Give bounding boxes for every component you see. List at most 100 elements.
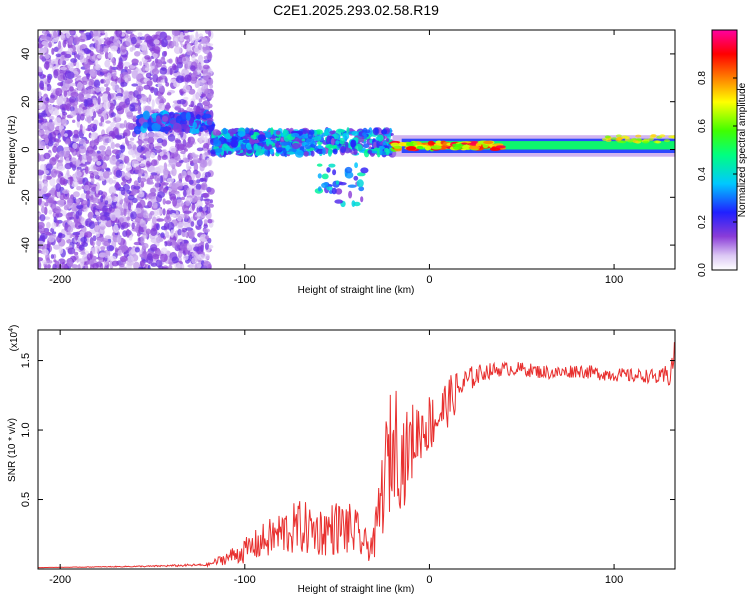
- noise-cell: [62, 189, 70, 194]
- noise-cell: [202, 207, 207, 212]
- signal-cell: [373, 141, 377, 149]
- signal-cell: [360, 167, 369, 174]
- noise-cell: [40, 164, 45, 171]
- noise-cell: [85, 139, 89, 144]
- noise-cell: [138, 191, 145, 198]
- signal-cell: [267, 140, 274, 145]
- noise-cell: [95, 185, 99, 194]
- noise-cell: [76, 114, 81, 122]
- noise-cell: [183, 57, 187, 62]
- noise-cell: [110, 45, 118, 52]
- noise-cell: [155, 236, 162, 244]
- noise-cell: [95, 231, 100, 238]
- noise-cell: [97, 201, 105, 205]
- noise-cell: [95, 204, 103, 209]
- noise-cell: [87, 88, 95, 95]
- noise-cell: [180, 150, 186, 155]
- noise-cell: [149, 142, 155, 151]
- noise-cell: [207, 219, 213, 224]
- noise-cell: [177, 229, 182, 236]
- noise-cell: [126, 260, 134, 266]
- noise-cell: [168, 264, 173, 269]
- noise-cell: [183, 96, 189, 101]
- noise-cell: [84, 184, 90, 192]
- noise-cell: [104, 252, 108, 259]
- noise-cell: [108, 136, 114, 144]
- noise-cell: [38, 66, 43, 74]
- noise-cell: [157, 191, 166, 198]
- noise-cell: [167, 221, 175, 231]
- noise-cell: [198, 98, 203, 103]
- signal-cell: [379, 147, 383, 156]
- noise-cell: [103, 45, 109, 53]
- noise-cell: [72, 191, 80, 198]
- noise-cell: [124, 77, 128, 82]
- noise-cell: [98, 145, 106, 151]
- x-tick-label: -100: [234, 274, 256, 286]
- noise-cell: [203, 219, 208, 225]
- noise-cell: [108, 130, 115, 137]
- noise-cell: [135, 104, 140, 111]
- signal-cell: [345, 141, 349, 150]
- noise-cell: [69, 96, 76, 103]
- noise-cell: [153, 39, 160, 45]
- signal-cell: [244, 127, 250, 134]
- signal-cell: [162, 115, 169, 122]
- noise-cell: [134, 51, 141, 57]
- noise-cell: [45, 63, 49, 71]
- noise-cell: [68, 36, 73, 46]
- noise-cell: [64, 133, 68, 138]
- noise-cell: [42, 83, 48, 92]
- noise-cell: [154, 64, 159, 69]
- noise-cell: [199, 177, 205, 183]
- noise-cell: [100, 246, 106, 251]
- noise-cell: [123, 91, 131, 96]
- svg-text:(x104): (x104): [8, 325, 20, 352]
- noise-cell: [200, 93, 206, 97]
- noise-cell: [176, 186, 183, 190]
- noise-cell: [191, 152, 195, 158]
- signal-cell: [264, 150, 269, 156]
- noise-cell: [53, 46, 59, 53]
- noise-cell: [151, 99, 155, 108]
- noise-cell: [44, 137, 49, 145]
- noise-cell: [66, 202, 71, 208]
- noise-cell: [158, 103, 166, 111]
- snr-multiplier: (x104): [8, 325, 20, 352]
- noise-cell: [128, 91, 134, 95]
- noise-cell: [174, 105, 181, 111]
- noise-cell: [61, 60, 67, 66]
- noise-cell: [156, 138, 164, 144]
- signal-cell: [305, 137, 315, 145]
- noise-cell: [196, 212, 202, 217]
- noise-cell: [48, 97, 55, 104]
- signal-cell: [227, 128, 237, 135]
- noise-cell: [196, 179, 201, 184]
- noise-cell: [73, 251, 79, 256]
- carrier-cell: [621, 135, 628, 139]
- noise-cell: [76, 204, 84, 210]
- noise-cell: [137, 110, 142, 115]
- noise-cell: [129, 47, 134, 52]
- signal-cell: [286, 151, 296, 155]
- y-tick-label: 1.5: [20, 353, 32, 368]
- spectrogram-marks: [38, 30, 675, 269]
- noise-cell: [110, 112, 116, 117]
- signal-cell: [269, 148, 274, 155]
- noise-cell: [168, 187, 172, 192]
- noise-cell: [165, 102, 171, 111]
- noise-cell: [179, 144, 187, 151]
- x-tick-label: 100: [605, 574, 623, 586]
- signal-cell: [348, 190, 353, 199]
- noise-cell: [128, 145, 132, 150]
- signal-cell: [313, 130, 318, 137]
- noise-cell: [103, 101, 111, 110]
- noise-cell: [125, 122, 132, 131]
- noise-cell: [139, 163, 146, 167]
- signal-cell: [202, 113, 212, 119]
- signal-cell: [253, 143, 258, 151]
- signal-cell: [152, 117, 157, 123]
- signal-cell: [322, 147, 326, 156]
- noise-cell: [99, 122, 103, 127]
